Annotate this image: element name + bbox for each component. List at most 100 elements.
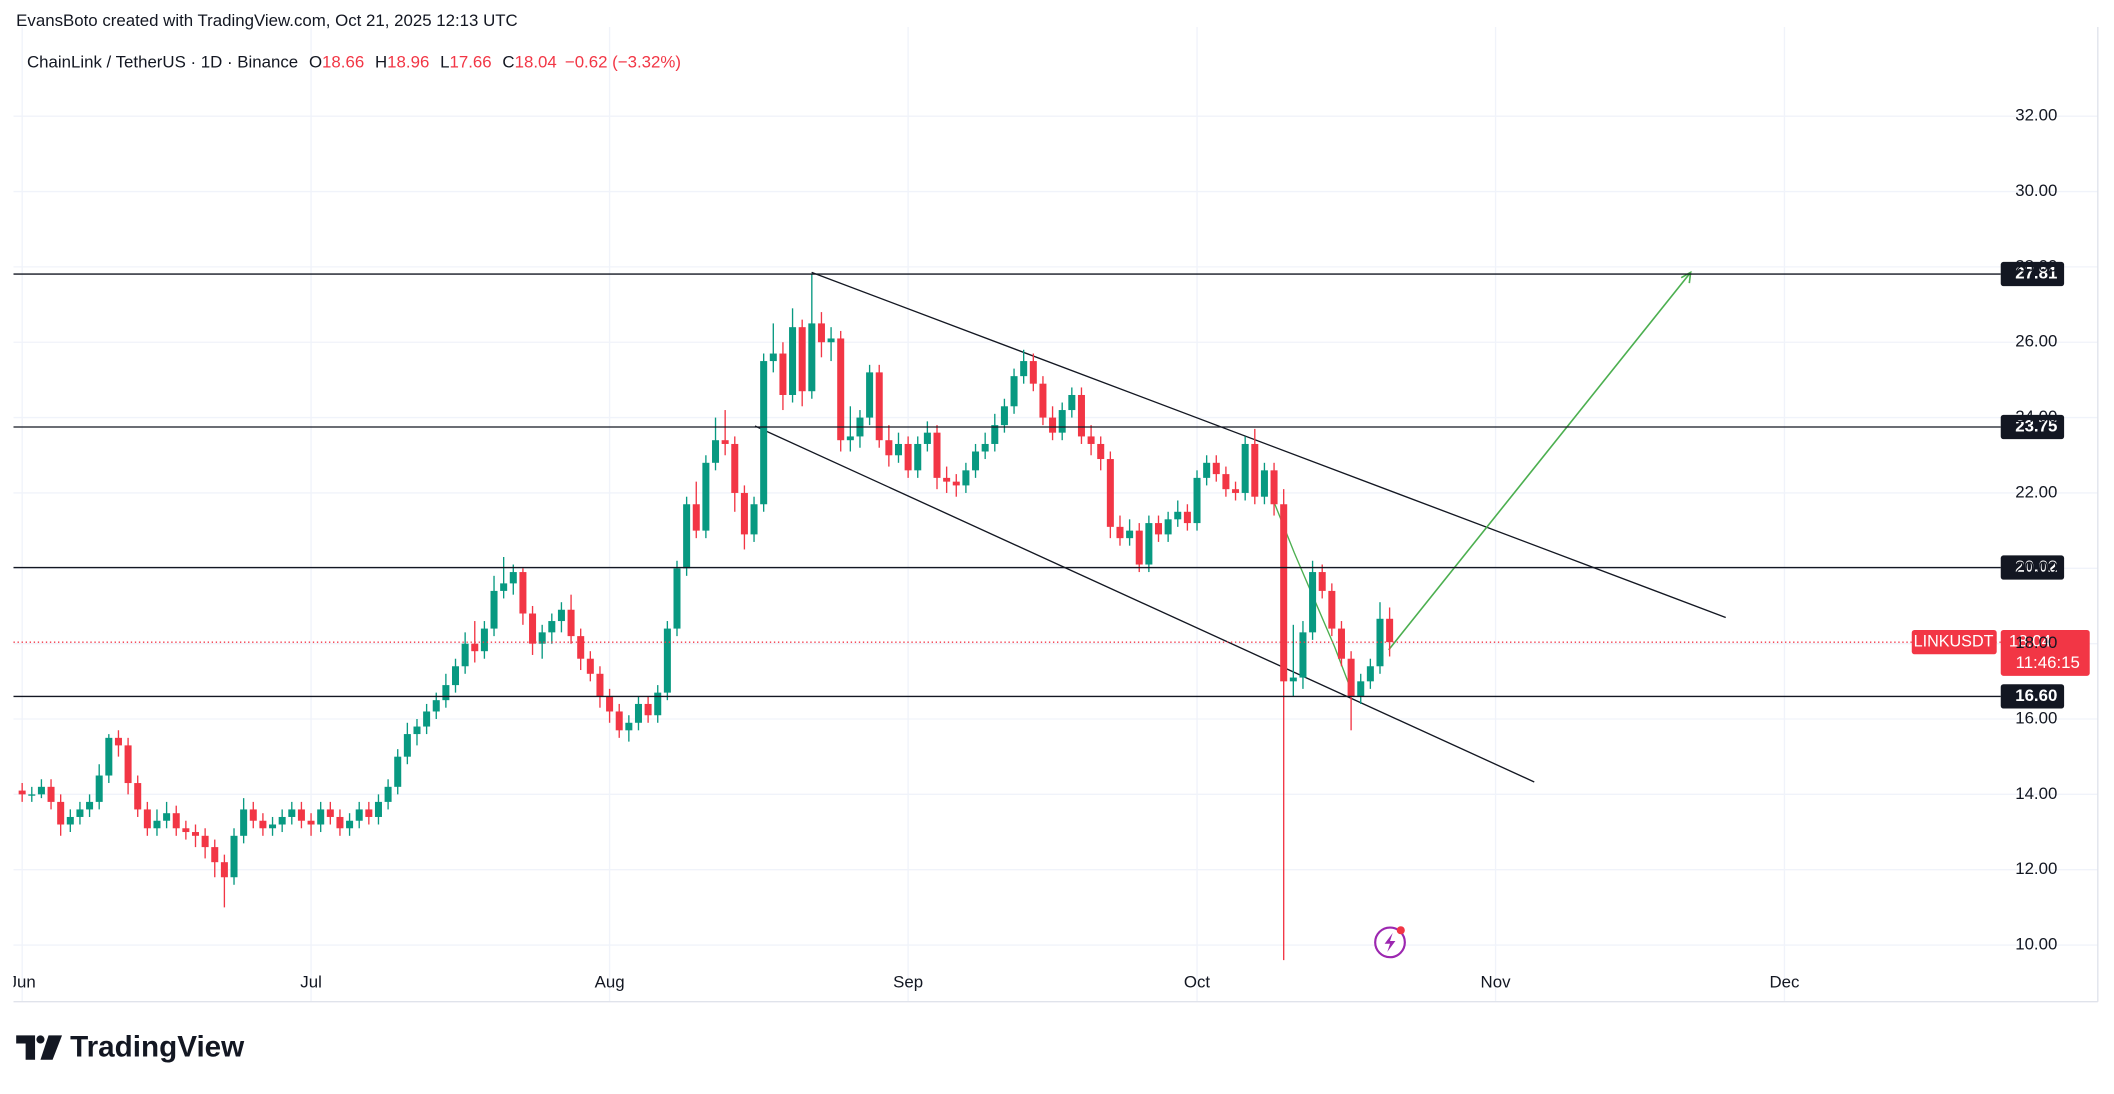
candle-body — [1135, 530, 1143, 565]
level-tag — [2000, 684, 2065, 709]
candle-body — [1183, 511, 1191, 524]
candle-body — [615, 711, 623, 731]
countdown-label: 11:46:15 — [2016, 653, 2080, 672]
alert-icon[interactable] — [1374, 926, 1406, 959]
candle-body — [47, 786, 55, 802]
level-label: 16.60 — [2015, 686, 2057, 705]
level-tag — [2000, 261, 2065, 287]
candle-body — [894, 443, 902, 456]
ohlc-label: H — [375, 53, 387, 72]
logo-mark — [40, 1035, 63, 1060]
candle-body — [1145, 523, 1153, 565]
candle-body — [1174, 511, 1182, 520]
candle-body — [394, 756, 402, 787]
candle-body — [943, 477, 951, 482]
candle-body — [134, 783, 142, 810]
candle-body — [57, 801, 65, 825]
candle-body — [297, 809, 305, 821]
target-arrow — [1388, 271, 1692, 651]
candle-body — [423, 711, 431, 727]
candle-body — [1337, 628, 1345, 659]
candle-body — [1347, 658, 1355, 697]
candle-body — [76, 809, 84, 817]
candle-body — [240, 809, 248, 836]
level-label: 20.02 — [2015, 557, 2057, 576]
upper-trendline — [811, 271, 1726, 619]
candle-body — [365, 809, 373, 817]
candles — [18, 274, 1394, 961]
candle-body — [1020, 361, 1028, 377]
candle-body — [1126, 530, 1134, 539]
candle-body — [721, 440, 729, 444]
y-tick-label: 28.00 — [2015, 256, 2057, 275]
candle-body — [172, 813, 180, 829]
level-tag — [2000, 414, 2065, 440]
y-tick-label: 30.00 — [2015, 181, 2057, 200]
ohlc-label: O — [309, 53, 322, 72]
candle-body — [740, 492, 748, 535]
candle-body — [326, 809, 334, 817]
candle-body — [1328, 590, 1336, 629]
candle-body — [191, 832, 200, 836]
candle-body — [307, 820, 315, 825]
price-tag — [2000, 630, 2090, 676]
alert-dot — [1396, 926, 1405, 935]
y-tick-label: 26.00 — [2015, 332, 2057, 351]
candle-body — [634, 703, 642, 723]
candle-body — [798, 327, 806, 392]
candle-body — [1116, 526, 1124, 539]
ohlc-value: 18.04 — [515, 53, 557, 72]
candle-body — [163, 813, 171, 821]
candle-body — [374, 801, 382, 817]
candle-body — [114, 737, 122, 746]
candle-body — [779, 353, 787, 395]
candle-body — [1309, 572, 1317, 633]
candle-body — [346, 820, 354, 829]
brand: TradingView — [70, 1031, 245, 1064]
candle-body — [220, 862, 228, 878]
candle-body — [769, 353, 777, 362]
candle-body — [1241, 443, 1249, 493]
candle-body — [182, 828, 190, 833]
y-tick-label: 16.00 — [2015, 708, 2057, 727]
candle-body — [904, 443, 912, 471]
drawings — [754, 270, 1726, 783]
candle-body — [866, 372, 874, 418]
level-label: 27.81 — [2015, 263, 2057, 282]
candle-body — [201, 835, 209, 848]
y-tick-label: 14.00 — [2015, 784, 2057, 803]
candle-body — [914, 443, 922, 471]
candle-body — [1193, 477, 1201, 524]
candle-body — [817, 323, 825, 343]
candle-body — [586, 658, 594, 674]
candle-body — [972, 451, 980, 471]
x-tick-label: Aug — [595, 972, 625, 991]
candle-body — [269, 824, 277, 829]
candle-body — [760, 361, 768, 505]
candle-body — [962, 470, 970, 486]
logo-mark — [16, 1035, 36, 1060]
candle-body — [1299, 632, 1307, 678]
ohlc-label: C — [502, 53, 514, 72]
logo-dot — [36, 1035, 45, 1044]
y-tick-label: 20.00 — [2015, 558, 2057, 577]
arrow-head — [1680, 270, 1692, 284]
candle-body — [509, 572, 517, 584]
candle-body — [1366, 666, 1374, 682]
candle-body — [95, 775, 103, 802]
candle-body — [1039, 383, 1047, 418]
candle-body — [66, 816, 74, 825]
candle-body — [712, 440, 720, 463]
candle-body — [124, 745, 132, 784]
x-tick-label: Jul — [300, 972, 322, 991]
symbol-label: LINKUSDT — [1914, 632, 1994, 650]
candle-body — [1260, 470, 1268, 497]
candle-body — [750, 504, 758, 535]
candle-body — [403, 734, 411, 757]
candle-body — [317, 809, 325, 825]
candle-body — [442, 685, 450, 701]
candle-body — [211, 847, 219, 863]
candle-body — [432, 700, 440, 712]
